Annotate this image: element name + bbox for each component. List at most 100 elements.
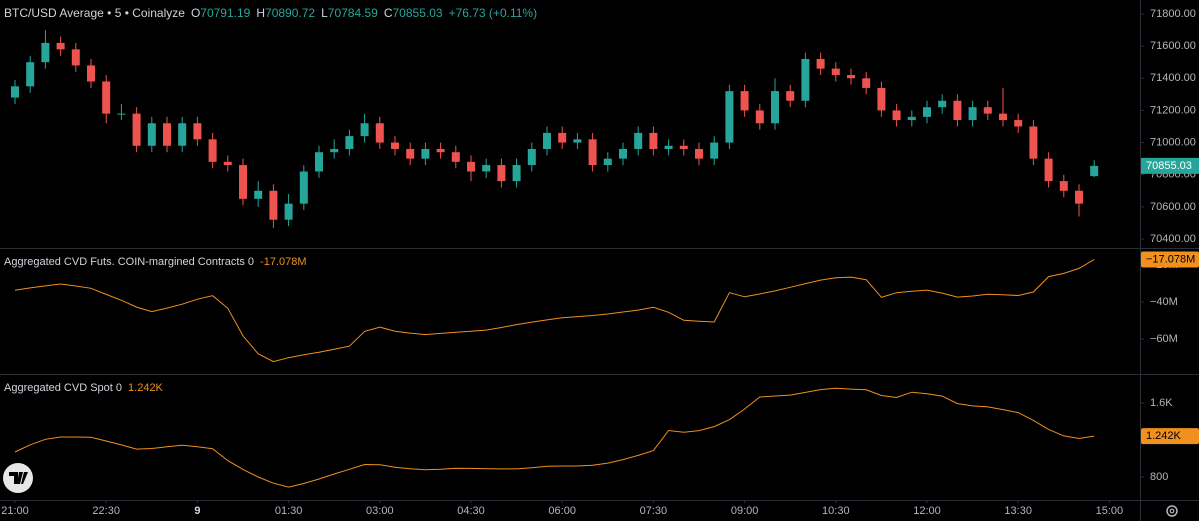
- x-tick-label: 07:30: [640, 505, 668, 517]
- candle-body: [1014, 120, 1023, 127]
- candle-body: [862, 78, 871, 88]
- ohlc-value: 70791.19: [200, 6, 251, 20]
- change: +76.73 (+0.11%): [448, 6, 538, 20]
- candle-body: [482, 165, 491, 172]
- x-tick-label: 09:00: [731, 505, 759, 517]
- candle-body: [208, 139, 217, 162]
- candle-body: [892, 110, 901, 121]
- candle-body: [786, 91, 795, 101]
- candle-body: [999, 113, 1007, 121]
- pane-title: Aggregated CVD Futs. COIN-margined Contr…: [4, 256, 255, 268]
- candle-body: [755, 110, 764, 124]
- ohlc-label: C: [383, 6, 393, 20]
- candle-body: [512, 165, 521, 182]
- candle-body: [771, 91, 779, 124]
- ohlc-value: 70784.59: [327, 6, 378, 20]
- candle-body: [102, 81, 111, 114]
- candle-body: [71, 49, 80, 66]
- candle-body: [679, 145, 688, 149]
- candle-body: [467, 161, 475, 172]
- symbol-title: BTC/USD Average • 5 • Coinalyze: [4, 6, 185, 20]
- candle-body: [1059, 181, 1068, 191]
- last-price-label: 70855.03: [1146, 160, 1192, 172]
- x-tick-label: 15:00: [1096, 505, 1124, 517]
- candle-body: [983, 107, 992, 114]
- y-tick-label: 71000.00: [1150, 136, 1196, 148]
- candle-body: [603, 158, 612, 166]
- candle-body: [634, 132, 643, 149]
- x-tick-label: 22:30: [92, 505, 120, 517]
- candle-body: [1075, 190, 1083, 204]
- candle-body: [56, 42, 65, 50]
- x-tick-label: 04:30: [457, 505, 485, 517]
- ohlc-label: L: [321, 6, 328, 20]
- candle-body: [11, 86, 19, 98]
- pane: 1.6K 800 1.242K: [14, 387, 1199, 488]
- candle-body: [375, 123, 384, 143]
- last-value-box: [1141, 251, 1199, 268]
- candle-body: [451, 152, 460, 162]
- cvd-line: [14, 259, 1095, 363]
- y-tick-label: 800: [1150, 471, 1168, 483]
- candle-body: [163, 123, 171, 146]
- x-tick-label: 01:30: [275, 505, 303, 517]
- candle-body: [1044, 158, 1053, 182]
- candle-body: [315, 152, 323, 172]
- pane: −20M−40M−60M−17.078M: [14, 251, 1199, 363]
- candle-body: [87, 65, 95, 82]
- candle-body: [710, 142, 719, 159]
- candle-body: [1090, 165, 1099, 177]
- y-tick-label: −60M: [1150, 333, 1178, 345]
- x-tick-label: 9: [194, 505, 200, 517]
- candle-body: [847, 75, 855, 79]
- tradingview-logo[interactable]: [3, 463, 33, 493]
- y-tick-label: 71400.00: [1150, 72, 1196, 84]
- candle-body: [907, 116, 916, 121]
- candle-body: [953, 100, 962, 121]
- logo-glyph[interactable]: [9, 472, 28, 484]
- ohlc-label: H: [256, 6, 266, 20]
- pane: 71800.00 71600.00 71400.00 71200.00 71000.00…: [11, 8, 1199, 245]
- y-tick-label: 70600.00: [1150, 201, 1196, 213]
- candle-body: [132, 113, 141, 146]
- candle-body: [619, 148, 627, 159]
- candle-body: [178, 123, 187, 146]
- y-tick-label: −40M: [1150, 296, 1178, 308]
- x-tick-label: 03:00: [366, 505, 394, 517]
- candle-body: [497, 165, 506, 182]
- candle-body: [816, 58, 825, 69]
- candle-body: [740, 91, 749, 111]
- gear-center[interactable]: [1169, 508, 1175, 514]
- candle-body: [117, 113, 126, 115]
- candle-body: [26, 62, 35, 87]
- gear[interactable]: [1166, 505, 1178, 517]
- candle-body: [406, 148, 415, 159]
- legend-value: -17.078M: [260, 256, 307, 268]
- candle-body: [223, 161, 232, 166]
- candle-body: [436, 148, 445, 153]
- last-value-label: −17.078M: [1146, 253, 1195, 265]
- candle-body: [147, 123, 156, 146]
- y-tick-label: 71200.00: [1150, 104, 1196, 116]
- candle-body: [543, 132, 551, 149]
- candle-body: [923, 107, 931, 117]
- candle-body: [725, 91, 734, 143]
- candle-body: [664, 145, 673, 149]
- cvd-line: [14, 387, 1095, 488]
- candle-body: [269, 190, 278, 220]
- x-tick-label: 10:30: [822, 505, 850, 517]
- candle-body: [41, 42, 50, 63]
- candle-body: [254, 190, 263, 199]
- candle-body: [391, 142, 399, 149]
- x-tick-label: 12:00: [913, 505, 941, 517]
- legend-value: 1.242K: [128, 382, 163, 394]
- y-tick-label: 1.6K: [1150, 397, 1173, 409]
- candle-body: [695, 148, 703, 159]
- settings-button[interactable]: [1166, 505, 1178, 517]
- spot-legend: Aggregated CVD Spot 0 1.242K: [4, 382, 163, 394]
- candle-body: [360, 123, 369, 137]
- price-legend: BTC/USD Average • 5 • Coinalyze O 70791.1…: [4, 6, 537, 20]
